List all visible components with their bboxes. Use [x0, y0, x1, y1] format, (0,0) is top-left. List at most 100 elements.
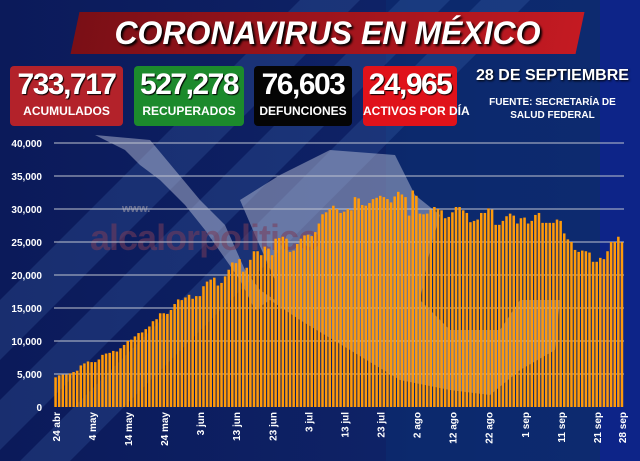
- bar: [151, 321, 155, 407]
- stat-value: 24,965: [368, 68, 453, 101]
- bar: [184, 297, 187, 407]
- bar: [169, 309, 173, 407]
- bar: [245, 267, 249, 407]
- bar: [306, 234, 310, 407]
- bar: [443, 218, 447, 407]
- bar: [613, 242, 617, 407]
- bar: [360, 205, 364, 407]
- bar: [281, 236, 285, 407]
- bar: [119, 348, 122, 407]
- bar: [198, 296, 202, 407]
- bar: [249, 259, 252, 407]
- bar: [158, 313, 162, 407]
- bar: [65, 374, 68, 407]
- bar: [346, 209, 350, 407]
- bar: [508, 213, 512, 407]
- bar: [310, 236, 313, 407]
- bar: [404, 197, 407, 407]
- bar: [303, 235, 306, 407]
- bar: [68, 373, 72, 407]
- source-line: SALUD FEDERAL: [510, 110, 595, 121]
- bar: [335, 209, 339, 407]
- bar: [321, 214, 324, 407]
- bar: [126, 341, 129, 407]
- bar: [429, 209, 433, 407]
- bar: [465, 212, 469, 407]
- x-tick-label: 22 ago: [485, 412, 496, 444]
- bar: [393, 196, 396, 407]
- x-tick-label: 23 jul: [376, 412, 387, 438]
- bar: [469, 222, 472, 407]
- y-tick-label: 15,000: [11, 304, 42, 315]
- bar: [173, 304, 176, 407]
- bar: [602, 259, 606, 407]
- bar: [238, 259, 241, 407]
- bar: [176, 299, 180, 407]
- bars: [54, 190, 624, 407]
- bar: [328, 209, 332, 407]
- bar: [530, 220, 534, 407]
- x-tick-label: 24 abr: [52, 412, 63, 442]
- bar: [357, 198, 360, 407]
- y-axis: 0 5,000 10,000 15,000 20,000 25,000 30,000 35,0…: [11, 139, 42, 414]
- bar: [155, 319, 158, 407]
- bar: [299, 238, 303, 407]
- bar: [93, 362, 97, 407]
- bar: [130, 339, 133, 407]
- bar: [609, 242, 613, 407]
- x-tick-label: 24 may: [160, 412, 171, 446]
- bar: [324, 212, 328, 407]
- bar: [216, 285, 220, 407]
- bar: [256, 251, 259, 407]
- stat-label: DEFUNCIONES: [259, 104, 347, 118]
- bar: [559, 220, 562, 407]
- bar: [187, 294, 191, 407]
- bar: [57, 375, 61, 407]
- page-title: CORONAVIRUS EN MÉXICO: [114, 15, 541, 51]
- bar: [386, 199, 389, 407]
- bar: [267, 248, 270, 407]
- bar: [562, 233, 566, 407]
- bar: [378, 195, 382, 407]
- bar: [54, 377, 57, 407]
- bar: [516, 223, 519, 407]
- bar: [191, 298, 194, 407]
- bar: [451, 212, 454, 407]
- bar: [577, 251, 580, 407]
- bar: [534, 214, 537, 407]
- bar: [479, 212, 483, 407]
- bar: [274, 238, 277, 407]
- bar: [97, 359, 101, 407]
- bar: [389, 202, 393, 407]
- bar: [588, 252, 591, 407]
- bar: [353, 197, 357, 407]
- bar: [137, 333, 140, 407]
- bar: [505, 216, 508, 407]
- x-tick-label: 28 sep: [618, 412, 629, 443]
- bar: [591, 261, 595, 407]
- bar: [75, 370, 79, 407]
- stat-value: 76,603: [261, 68, 346, 101]
- source-line: FUENTE: SECRETARÍA DE: [489, 97, 616, 108]
- bar: [162, 313, 166, 407]
- report-date: 28 DE SEPTIEMBRE: [476, 67, 629, 84]
- bar: [252, 251, 256, 407]
- bar: [573, 249, 577, 407]
- bar: [115, 351, 119, 407]
- bar: [382, 197, 386, 407]
- stat-label: ACTIVOS POR DÍA: [363, 104, 470, 118]
- y-tick-label: 25,000: [11, 238, 42, 249]
- bar: [112, 350, 115, 407]
- bar: [90, 362, 93, 407]
- stat-recuperados: 527,278 RECUPERADOS: [134, 66, 244, 126]
- bar: [407, 215, 411, 407]
- bar: [364, 205, 368, 407]
- bar: [447, 216, 451, 407]
- bar: [133, 336, 137, 407]
- x-tick-label: 2 ago: [413, 412, 424, 438]
- bar: [317, 223, 321, 407]
- bar: [285, 238, 288, 407]
- stat-activos: 24,965 ACTIVOS POR DÍA: [363, 66, 470, 126]
- x-tick-label: 11 sep: [557, 412, 568, 443]
- stat-defunciones: 76,603 DEFUNCIONES: [254, 66, 352, 126]
